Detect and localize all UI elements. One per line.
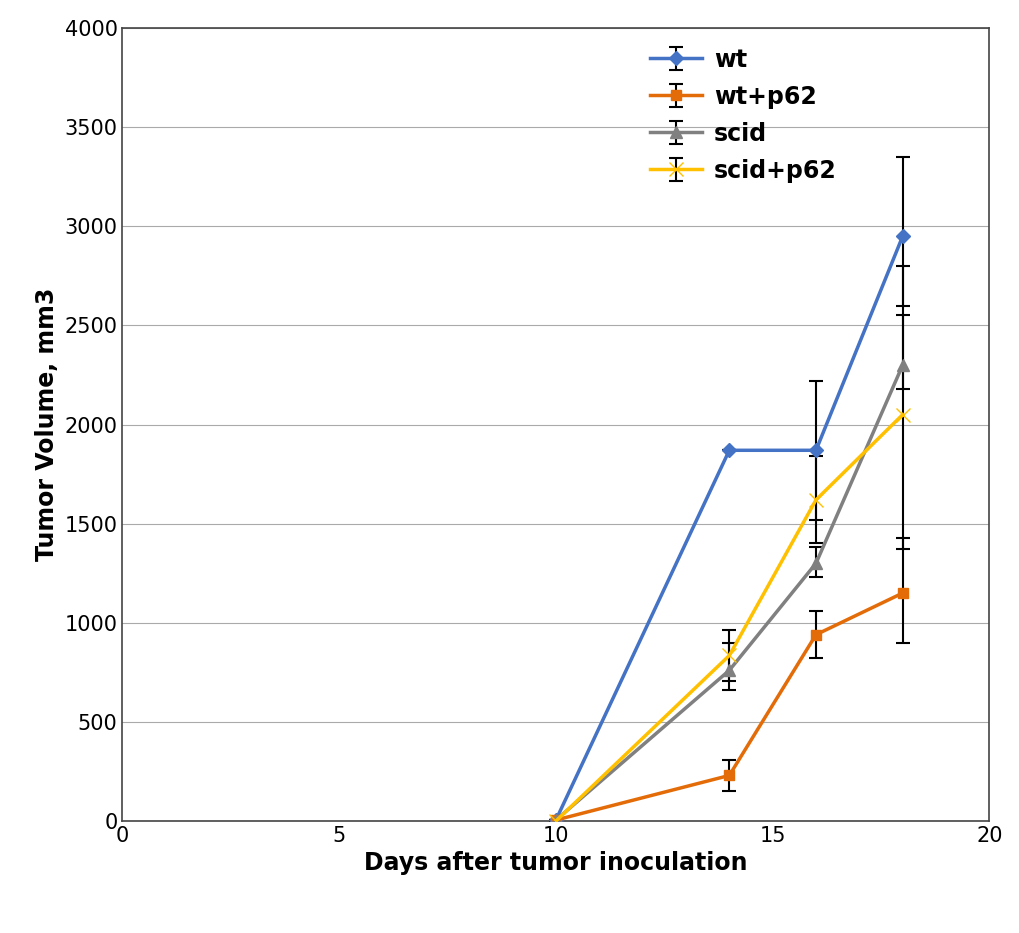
Legend: wt, wt+p62, scid, scid+p62: wt, wt+p62, scid, scid+p62 [649, 48, 836, 183]
X-axis label: Days after tumor inoculation: Days after tumor inoculation [364, 852, 747, 875]
Y-axis label: Tumor Volume, mm3: Tumor Volume, mm3 [35, 287, 59, 562]
